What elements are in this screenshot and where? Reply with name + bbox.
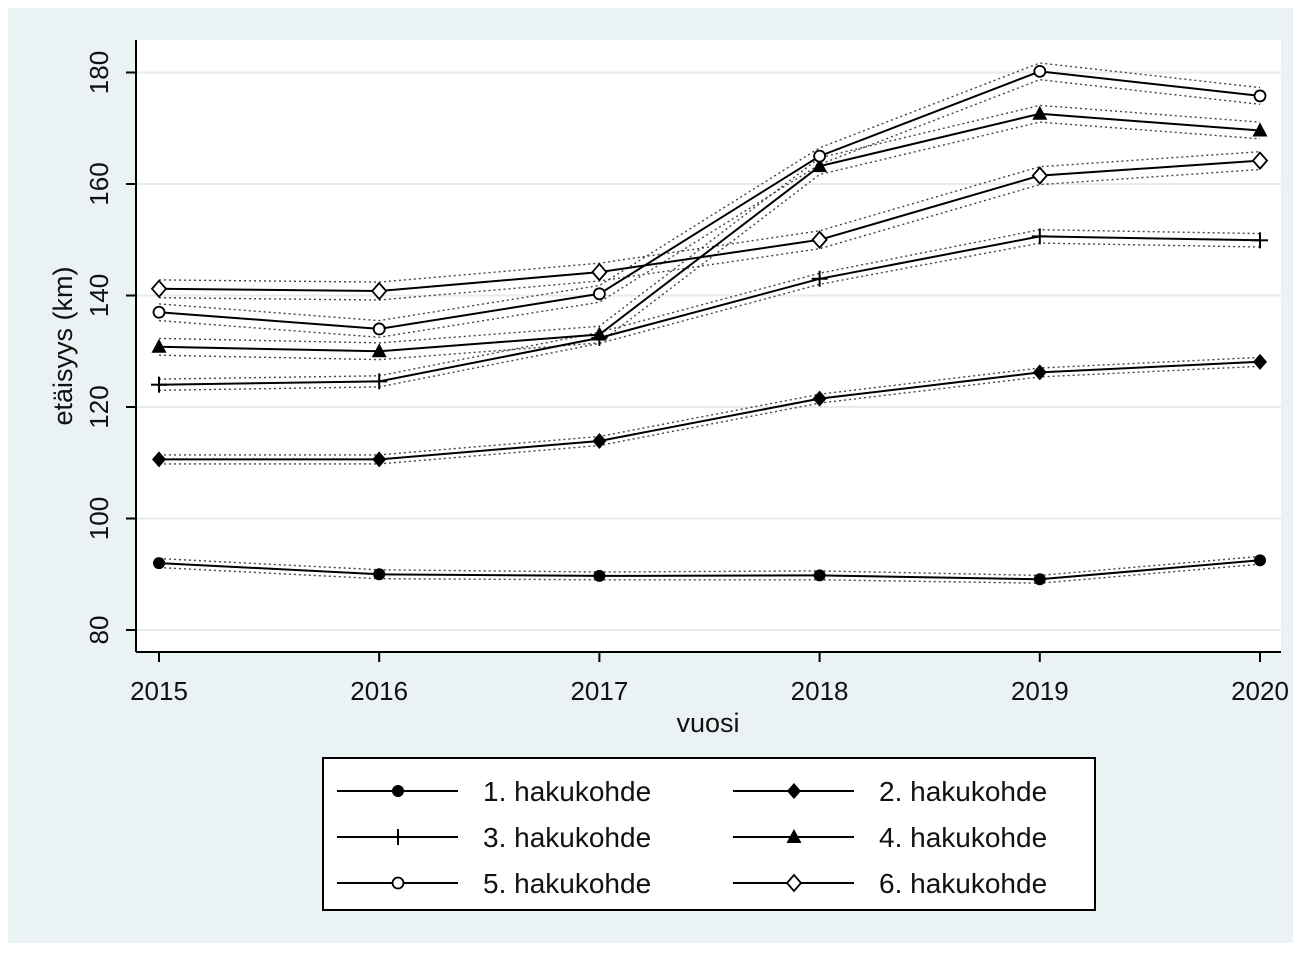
legend: 1. hakukohde 2. hakukohde 3. hakukohde 4. h… [322, 757, 1096, 911]
series-1-point [373, 568, 386, 581]
series-5-upper-band [158, 62, 1261, 322]
legend-entry: 5. hakukohde [337, 868, 651, 899]
legend-label: 6. hakukohde [879, 868, 1047, 899]
series-5-point [813, 149, 826, 163]
series-3-point [1031, 228, 1048, 245]
y-axis-title: etäisyys (km) [48, 266, 78, 425]
series-4-line [158, 112, 1261, 353]
series-2-point [152, 451, 166, 468]
series-4-point [151, 338, 167, 353]
series-4-point [371, 343, 387, 358]
series-1-line [158, 559, 1261, 581]
series-6-point [591, 262, 608, 282]
series-5-point [152, 305, 166, 319]
legend-label: 2. hakukohde [879, 776, 1047, 807]
x-tick-label: 2015 [130, 676, 188, 706]
series-5-point [372, 322, 386, 336]
series-2-point [592, 433, 607, 450]
series-6-point [811, 230, 828, 250]
legend-entry: 4. hakukohde [733, 822, 1047, 853]
series-3-point [811, 270, 828, 287]
x-tick-label: 2018 [791, 676, 849, 706]
series-2-line [159, 360, 1261, 461]
series-2-point [812, 390, 827, 407]
series-4-point [812, 158, 828, 173]
legend-swatch-marker [390, 829, 406, 845]
series-4-point [1032, 105, 1048, 120]
series-6-line [158, 159, 1261, 293]
legend-swatch-marker [392, 785, 404, 797]
series-4-upper-band [158, 104, 1261, 344]
series-1-point [1254, 554, 1266, 567]
series-1-lower-band [158, 563, 1261, 584]
legend-box [322, 757, 1096, 911]
y-tick-label: 140 [84, 274, 114, 317]
legend-swatch-marker [785, 873, 803, 893]
series-1-point [813, 569, 826, 582]
series-1-point [593, 569, 606, 582]
x-tick-label: 2016 [350, 676, 408, 706]
series-3-point [1252, 232, 1268, 249]
x-tick-label: 2019 [1011, 676, 1069, 706]
series-6-point [371, 281, 388, 301]
series-1-point [153, 557, 165, 570]
series-2-point [1032, 364, 1047, 381]
confidence-bands [158, 62, 1261, 584]
series-markers [150, 64, 1269, 586]
legend-entry: 6. hakukohde [733, 868, 1047, 899]
series-5-point [1033, 64, 1047, 78]
legend-entry: 1. hakukohde [337, 776, 651, 807]
series-2-point [1253, 353, 1267, 370]
y-tick-label: 160 [84, 162, 114, 205]
legend-entry: 2. hakukohde [733, 776, 1047, 807]
series-3-line [158, 235, 1261, 386]
legend-swatch-marker [391, 876, 405, 890]
series-4-point [1252, 122, 1268, 137]
series-1-point [1033, 573, 1046, 586]
series-1-upper-band [158, 555, 1261, 577]
x-tick-label: 2020 [1231, 676, 1289, 706]
y-tick-label: 180 [84, 51, 114, 94]
gridlines [136, 71, 1281, 631]
legend-label: 4. hakukohde [879, 822, 1047, 853]
legend-label: 3. hakukohde [483, 822, 651, 853]
series-5-lower-band [158, 78, 1261, 339]
y-tick-label: 100 [84, 497, 114, 540]
series-3-point [371, 373, 388, 390]
axes: 80 100 120 140 160 180 2015 2016 2017 2018 2019 202… [84, 40, 1289, 706]
legend-entry: 3. hakukohde [337, 822, 651, 853]
x-axis-title: vuosi [676, 708, 739, 738]
series-6-point [1251, 151, 1269, 170]
series-3-point [151, 376, 167, 393]
series-6-point [1031, 166, 1048, 186]
series-lines [158, 70, 1261, 581]
series-5-point [1253, 89, 1267, 103]
series-4-point [591, 326, 607, 341]
legend-label: 5. hakukohde [483, 868, 651, 899]
series-2-point [372, 451, 387, 468]
legend-label: 1. hakukohde [483, 776, 651, 807]
y-tick-label: 120 [84, 385, 114, 428]
y-tick-label: 80 [84, 616, 114, 645]
plot-area [136, 40, 1281, 652]
x-tick-label: 2017 [570, 676, 628, 706]
series-6-point [150, 279, 168, 299]
legend-swatch-marker [786, 829, 802, 843]
legend-swatch-marker [787, 783, 801, 799]
series-4-lower-band [158, 121, 1261, 361]
series-5-point [593, 287, 606, 301]
series-5-line [158, 70, 1261, 330]
